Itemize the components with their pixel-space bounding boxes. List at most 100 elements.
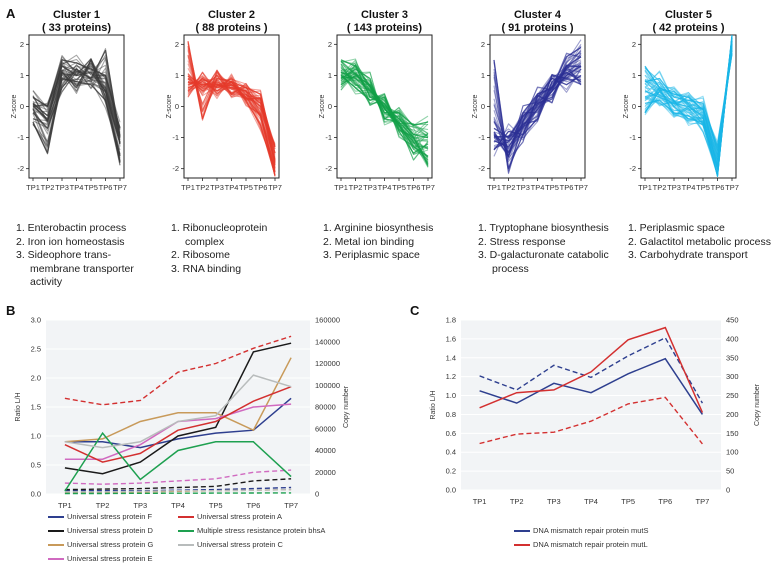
y2-tick-label: 100 <box>726 448 739 457</box>
y-tick-label: 0 <box>481 102 485 111</box>
profile-line <box>187 77 276 172</box>
plot-frame <box>489 34 586 179</box>
legend-item: Universal stress protein D <box>48 526 153 535</box>
y2-tick-label: 60000 <box>315 424 336 433</box>
profile-line <box>187 82 276 177</box>
profile-line <box>493 68 582 159</box>
legend-label: Universal stress protein G <box>67 540 154 549</box>
x-tick-label: TP1 <box>487 183 501 192</box>
profile-line <box>187 76 276 169</box>
profile-line <box>340 64 429 137</box>
legend-item: Universal stress protein G <box>48 540 153 549</box>
profile-line <box>340 72 429 143</box>
profile-line <box>644 37 733 160</box>
profile-line <box>187 74 276 148</box>
x-tick-label: TP6 <box>560 183 574 192</box>
y2-tick-label: 100000 <box>315 381 340 390</box>
profile-line <box>340 68 429 161</box>
profile-line <box>493 43 582 158</box>
profile-line <box>32 59 121 129</box>
annotation-line: activity <box>30 276 63 288</box>
profile-line <box>493 65 582 148</box>
x-tick-label: TP2 <box>510 497 524 506</box>
profile-line <box>187 69 276 155</box>
profile-line <box>32 56 121 136</box>
y-tick-label: -1 <box>172 133 179 142</box>
copy-number-line <box>479 336 704 404</box>
cluster-5-annotation: 1. Periplasmic space 2. Galactitol metab… <box>628 222 771 263</box>
cluster-title: Cluster 5 <box>665 9 712 21</box>
profile-line <box>32 49 121 138</box>
x-tick-label: TP7 <box>268 183 282 192</box>
annotation-line: 2. Galactitol metabolic process <box>628 235 771 248</box>
legend-label: Universal stress protein E <box>67 554 153 563</box>
legend-item: DNA mismatch repair protein mutL <box>514 540 648 549</box>
y-tick-label: -2 <box>478 164 485 173</box>
x-tick-label: TP3 <box>363 183 377 192</box>
copy-number-line <box>64 469 292 485</box>
profile-line <box>187 73 276 165</box>
profile-line <box>644 44 733 157</box>
y-tick-label: 1.4 <box>446 353 456 362</box>
stress-protein-chart: 0.0 0.5 1.0 1.5 2.0 2.5 3.0 0 20000 40000 60000 800… <box>15 316 350 511</box>
y-tick-label: -2 <box>325 164 332 173</box>
profile-line <box>187 80 276 163</box>
annotation-line: 3. Sideophore trans- <box>16 249 112 261</box>
x-tick-label: TP4 <box>225 183 239 192</box>
profile-line <box>493 65 582 147</box>
x-tick-label: TP7 <box>113 183 127 192</box>
y2-tick-label: 250 <box>726 391 739 400</box>
profile-line <box>493 75 582 161</box>
panel-label-b: B <box>6 303 15 318</box>
x-tick-label: TP7 <box>574 183 588 192</box>
y2-tick-label: 80000 <box>315 403 336 412</box>
x-tick-label: TP5 <box>696 183 710 192</box>
x-tick-label: TP7 <box>725 183 739 192</box>
annotation-line: 3. D-galacturonate catabolic <box>478 249 609 261</box>
profile-line <box>32 48 121 145</box>
x-tick-label: TP4 <box>70 183 84 192</box>
y-tick-label: 0.5 <box>31 461 41 470</box>
annotation-line: 1. Tryptophane biosynthesis <box>478 222 609 234</box>
profile-line <box>32 73 121 159</box>
x-tick-label: TP1 <box>26 183 40 192</box>
profile-line <box>493 66 582 143</box>
y-tick-label: -1 <box>17 133 24 142</box>
y2-tick-label: 160000 <box>315 316 340 325</box>
profile-line <box>493 39 582 154</box>
x-tick-label: TP2 <box>196 183 210 192</box>
y-tick-label: 0 <box>632 102 636 111</box>
profile-line <box>187 77 276 172</box>
y-tick-label: -2 <box>629 164 636 173</box>
profile-line <box>32 59 121 163</box>
profile-line <box>340 79 429 161</box>
profile-line <box>340 67 429 145</box>
y-tick-label: -2 <box>17 164 24 173</box>
cluster-2-plot: Cluster 2( 88 proteins ) -2 -1 0 1 2 Z-score TP… <box>166 9 282 192</box>
y-tick-label: 2 <box>632 40 636 49</box>
cluster-subtitle: ( 88 proteins ) <box>195 22 267 34</box>
y-tick-label: -1 <box>325 133 332 142</box>
legend-swatch <box>48 516 64 519</box>
profile-line <box>340 71 429 139</box>
x-tick-label: TP3 <box>516 183 530 192</box>
x-tick-label: TP3 <box>133 501 147 510</box>
x-tick-label: TP1 <box>58 501 72 510</box>
y-tick-label: 2 <box>20 40 24 49</box>
y-axis-label: Z-score <box>319 95 326 119</box>
cluster-1-annotation: 1. Enterobactin process 2. Iron ion home… <box>16 222 134 290</box>
x-tick-label: TP6 <box>658 497 672 506</box>
legend-label: Universal stress protein A <box>197 512 283 521</box>
ratio-line <box>64 342 292 475</box>
profile-line <box>32 58 121 144</box>
y-axis-label: Ratio L/H <box>15 392 22 421</box>
y-tick-label: 2.0 <box>31 374 41 383</box>
profile-line <box>187 76 276 176</box>
y2-tick-label: 50 <box>726 467 734 476</box>
mismatch-repair-chart: 0.0 0.2 0.4 0.6 0.8 1.0 1.2 1.4 1.6 1.8 0 50 100 150 2… <box>430 316 761 507</box>
profile-line <box>32 60 121 161</box>
y2-tick-label: 350 <box>726 353 739 362</box>
copy-number-line <box>64 492 292 495</box>
profile-line <box>32 65 121 144</box>
